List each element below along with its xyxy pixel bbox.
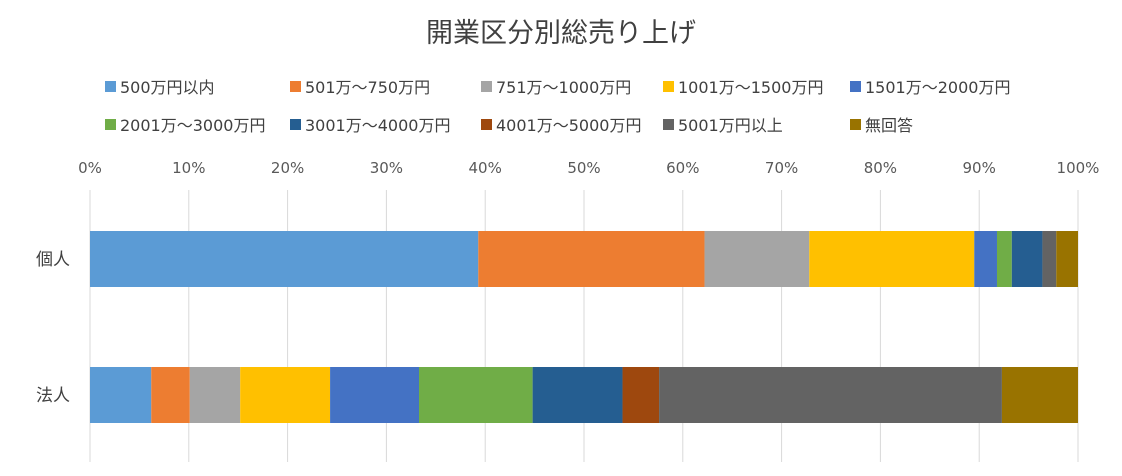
bar-segment: [90, 231, 479, 287]
bar-segment: [478, 231, 705, 287]
legend-swatch: [481, 119, 492, 130]
x-axis-tick-labels: 0% 10% 20% 30% 40% 50% 60% 70% 80% 90% 100%: [78, 159, 1099, 177]
x-tick-label: 100%: [1057, 159, 1100, 177]
plot-area: [90, 231, 1078, 423]
bar-segment: [90, 367, 152, 423]
legend-swatch: [290, 81, 301, 92]
legend-label: 500万円以内: [120, 78, 215, 97]
bar-segment: [189, 367, 241, 423]
bar-segment: [1042, 231, 1057, 287]
legend-label: 4001万～5000万円: [496, 116, 641, 135]
bar-segment: [1011, 231, 1043, 287]
category-label: 法人: [36, 386, 70, 406]
legend-swatch: [481, 81, 492, 92]
legend-label: 1501万～2000万円: [865, 78, 1010, 97]
bar-segment: [532, 367, 623, 423]
x-tick-label: 10%: [172, 159, 205, 177]
legend-swatch: [105, 119, 116, 130]
legend-swatch: [105, 81, 116, 92]
bar-segment: [974, 231, 997, 287]
legend-swatch: [290, 119, 301, 130]
x-tick-label: 70%: [765, 159, 798, 177]
legend-label: 751万～1000万円: [496, 78, 631, 97]
legend-swatch: [663, 119, 674, 130]
x-tick-label: 80%: [864, 159, 897, 177]
x-tick-label: 90%: [963, 159, 996, 177]
legend-label: 3001万～4000万円: [305, 116, 450, 135]
legend-swatch: [663, 81, 674, 92]
legend-label: 5001万円以上: [678, 116, 783, 135]
bar-segment: [996, 231, 1012, 287]
legend-swatch: [850, 81, 861, 92]
bar-segment: [419, 367, 533, 423]
chart-title: 開業区分別総売り上げ: [426, 18, 696, 49]
bar-segment: [659, 367, 1002, 423]
category-label: 個人: [36, 250, 70, 270]
x-tick-label: 0%: [78, 159, 102, 177]
legend-swatch: [850, 119, 861, 130]
legend-label: 無回答: [865, 116, 913, 135]
legend-label: 501万～750万円: [305, 78, 430, 97]
bar-segment: [1001, 367, 1078, 423]
bar-segment: [704, 231, 810, 287]
legend-label: 1001万～1500万円: [678, 78, 823, 97]
x-tick-label: 60%: [666, 159, 699, 177]
x-tick-label: 50%: [567, 159, 600, 177]
legend: 500万円以内 501万～750万円 751万～1000万円 1001万～1500万円…: [105, 78, 1010, 135]
bar-segment: [809, 231, 975, 287]
bar-segment: [330, 367, 420, 423]
x-tick-label: 30%: [370, 159, 403, 177]
x-tick-label: 20%: [271, 159, 304, 177]
bar-segment: [622, 367, 660, 423]
bar-segment: [1056, 231, 1078, 287]
x-tick-label: 40%: [469, 159, 502, 177]
bar-segment: [151, 367, 190, 423]
legend-label: 2001万～3000万円: [120, 116, 265, 135]
bar-segment: [240, 367, 331, 423]
